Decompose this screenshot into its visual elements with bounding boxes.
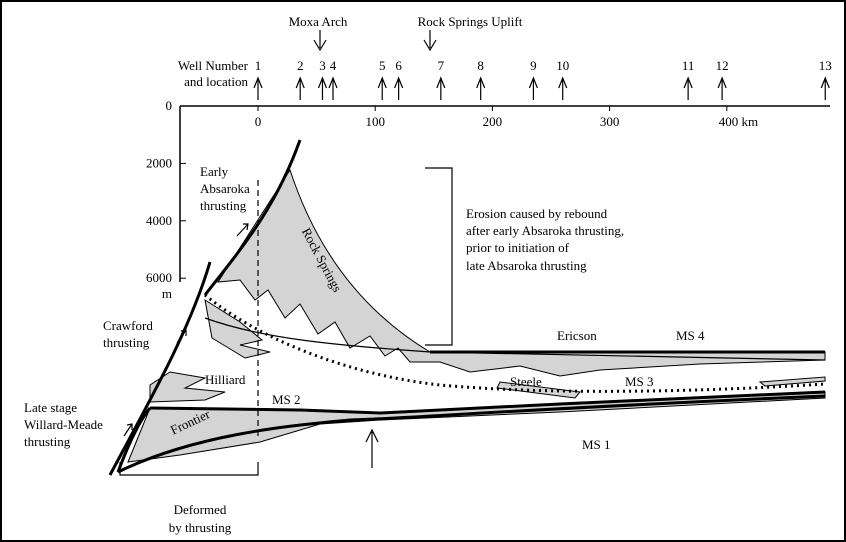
label: late Absaroka thrusting: [466, 258, 587, 273]
label: Rock Springs Uplift: [418, 14, 523, 29]
well-label: 13: [819, 58, 832, 73]
y-tick-label: 0: [166, 98, 173, 113]
label: MS 3: [625, 374, 654, 389]
well-label: 1: [255, 58, 262, 73]
label: MS 2: [272, 392, 301, 407]
label: after early Absaroka thrusting,: [466, 223, 624, 238]
y-tick-label: 6000: [146, 270, 172, 285]
well-label: 5: [379, 58, 386, 73]
label: Erosion caused by rebound: [466, 206, 608, 221]
well-label: 3: [319, 58, 326, 73]
y-tick-label: 4000: [146, 213, 172, 228]
label: MS 1: [582, 437, 611, 452]
well-label: 10: [556, 58, 569, 73]
label: thrusting: [103, 335, 150, 350]
label: Absaroka: [200, 181, 250, 196]
label: thrusting: [24, 434, 71, 449]
label: Ericson: [557, 328, 597, 343]
x-tick-label: 400 km: [719, 114, 758, 129]
label: prior to initiation of: [466, 240, 570, 255]
label: Late stage: [24, 400, 77, 415]
label: Early: [200, 164, 229, 179]
unit: m: [162, 286, 172, 301]
label: Deformed: [174, 502, 227, 517]
well-label: 8: [477, 58, 484, 73]
label: thrusting: [200, 198, 247, 213]
x-tick-label: 200: [483, 114, 503, 129]
well-label: 4: [330, 58, 337, 73]
label: Crawford: [103, 318, 153, 333]
well-label: 12: [716, 58, 729, 73]
label: MS 4: [676, 328, 705, 343]
x-tick-label: 0: [255, 114, 262, 129]
well-label: 11: [682, 58, 695, 73]
label: and location: [184, 74, 248, 89]
well-label: 2: [297, 58, 304, 73]
x-tick-label: 300: [600, 114, 620, 129]
label: Moxa Arch: [289, 14, 348, 29]
label: Well Number: [178, 58, 249, 73]
label: by thrusting: [169, 520, 232, 535]
label: Steele: [510, 374, 542, 389]
x-tick-label: 100: [365, 114, 385, 129]
y-tick-label: 2000: [146, 155, 172, 170]
well-label: 7: [438, 58, 445, 73]
diagram: 0100200300400 km020004000600012345678910…: [0, 0, 846, 542]
well-label: 6: [395, 58, 402, 73]
label: Hilliard: [205, 372, 246, 387]
label: Willard-Meade: [24, 417, 103, 432]
frame: [1, 1, 845, 541]
well-label: 9: [530, 58, 537, 73]
